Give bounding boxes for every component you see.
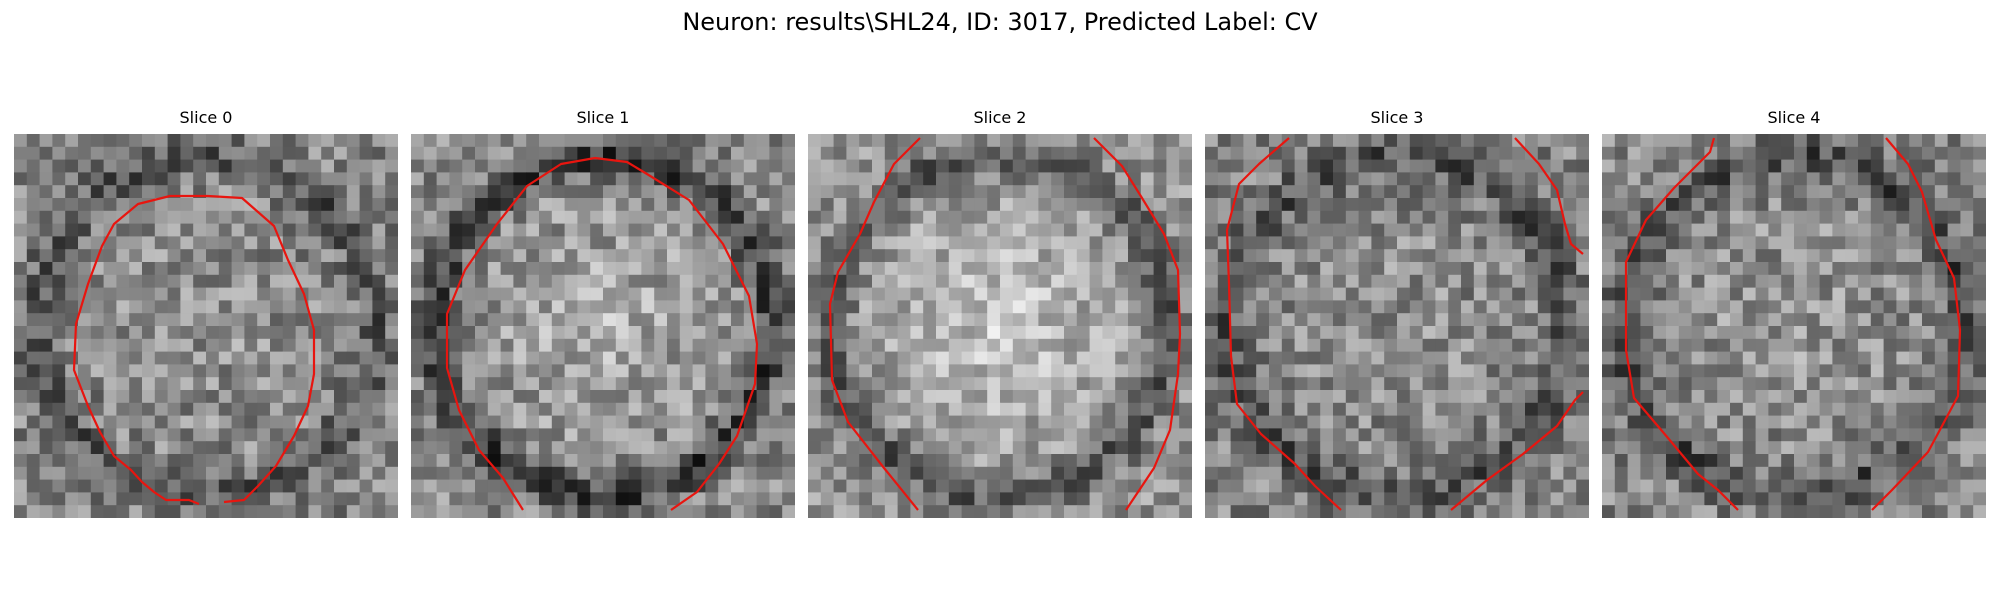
- cell-contour: [1624, 137, 1739, 511]
- grayscale-pixel-grid: [14, 134, 398, 518]
- cell-contour: [1225, 137, 1342, 511]
- slice-panel-2: Slice 2: [808, 108, 1192, 518]
- cell-contour: [445, 156, 759, 511]
- slice-panel-4: Slice 4: [1602, 108, 1986, 518]
- grayscale-pixel-grid: [808, 134, 1192, 518]
- cell-contour: [828, 137, 921, 511]
- cell-contour: [1514, 137, 1584, 255]
- cell-contour: [1093, 137, 1182, 511]
- slice-image: [14, 134, 398, 518]
- slice-panel-0: Slice 0: [14, 108, 398, 518]
- slice-title: Slice 3: [1370, 108, 1424, 127]
- grayscale-pixel-grid: [1205, 134, 1589, 518]
- slice-panel-1: Slice 1: [411, 108, 795, 518]
- slice-image: [411, 134, 795, 518]
- slice-title: Slice 0: [179, 108, 233, 127]
- slice-title: Slice 4: [1767, 108, 1821, 127]
- cell-contour: [1450, 391, 1584, 511]
- slice-image: [1205, 134, 1589, 518]
- cell-contour: [72, 194, 316, 506]
- slice-title: Slice 2: [973, 108, 1027, 127]
- grayscale-pixel-grid: [1602, 134, 1986, 518]
- slice-title: Slice 1: [576, 108, 630, 127]
- cell-contour: [1871, 137, 1962, 511]
- slice-image: [808, 134, 1192, 518]
- slice-panel-3: Slice 3: [1205, 108, 1589, 518]
- grayscale-pixel-grid: [411, 134, 795, 518]
- slice-image: [1602, 134, 1986, 518]
- figure-title: Neuron: results\SHL24, ID: 3017, Predict…: [682, 8, 1318, 36]
